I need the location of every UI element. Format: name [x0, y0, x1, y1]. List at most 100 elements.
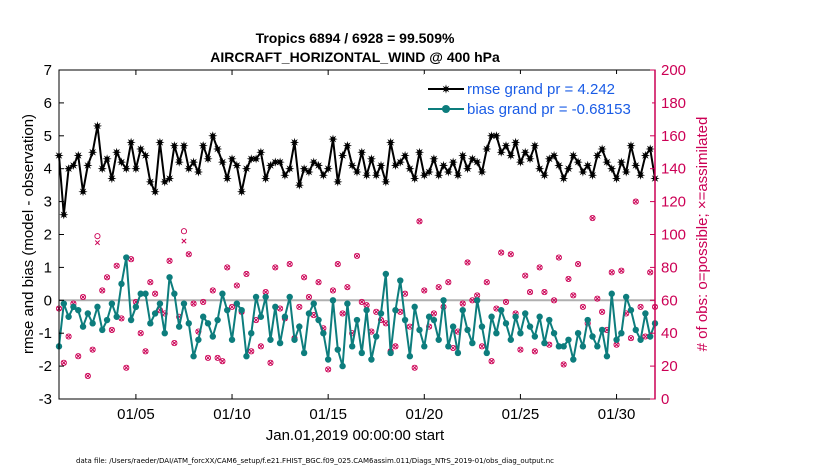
assimilated-obs-point [561, 361, 567, 368]
assimilated-mark-stroke [210, 287, 216, 293]
x-tick-label: 01/20 [406, 406, 444, 423]
bias-point [454, 349, 462, 357]
assimilated-obs-point [61, 360, 67, 366]
assimilated-obs-point [248, 348, 254, 354]
assimilated-mark-stroke [123, 365, 129, 371]
assimilated-obs-point [628, 335, 634, 341]
assimilated-obs-point [66, 333, 72, 340]
rmse-point [198, 141, 208, 151]
assimilated-mark-stroke [383, 320, 389, 326]
assimilated-mark-stroke [628, 335, 634, 341]
assimilated-obs-point [344, 284, 350, 290]
bias-point [151, 310, 159, 317]
bias-point [233, 300, 241, 307]
bias-point [209, 333, 217, 340]
rmse-point [621, 167, 631, 177]
possible-obs-point [214, 354, 221, 361]
assimilated-obs-point [258, 343, 264, 349]
possible-obs-point [224, 264, 231, 271]
assimilated-obs-point [364, 302, 370, 308]
possible-obs-point [421, 287, 428, 294]
assimilated-mark-stroke [416, 218, 423, 224]
rmse-point [395, 157, 405, 167]
assimilated-mark-stroke [407, 324, 413, 330]
assimilated-obs-point [556, 254, 562, 261]
assimilated-mark-stroke [436, 284, 442, 290]
x-tick-label: 01/15 [309, 406, 347, 423]
possible-obs-point [108, 326, 115, 333]
x-axis-label: Jan.01,2019 00:00:00 start [266, 427, 445, 444]
assimilated-obs-point [301, 274, 307, 280]
rmse-point [338, 150, 348, 161]
rmse-point [573, 157, 583, 167]
possible-obs-point [180, 228, 188, 235]
assimilated-mark-stroke [258, 343, 264, 349]
rmse-point [592, 150, 602, 161]
assimilated-mark-stroke [638, 304, 644, 310]
rmse-point [539, 170, 550, 180]
assimilated-mark-stroke [99, 287, 105, 293]
assimilated-mark-stroke [503, 299, 509, 305]
possible-obs-point [204, 354, 212, 361]
rmse-point [275, 157, 285, 167]
rmse-point [568, 150, 578, 161]
bias-point [603, 353, 611, 360]
y-tick-label-right: 40 [661, 325, 678, 342]
bias-point [536, 313, 543, 320]
rmse-point [453, 170, 463, 180]
assimilated-mark-stroke [537, 264, 543, 270]
x-tick-label: 01/30 [598, 406, 636, 423]
assimilated-obs-point [508, 251, 514, 257]
possible-obs-point [94, 233, 101, 240]
y-tick-label-right: 80 [661, 259, 678, 276]
assimilated-obs-point [599, 309, 605, 315]
legend-rmse-star [441, 84, 451, 94]
rmse-point [583, 160, 593, 170]
legend-box [424, 74, 652, 120]
assimilated-mark-stroke [368, 329, 374, 335]
assimilated-obs-point [142, 348, 149, 354]
bias-point [132, 303, 140, 311]
rmse-point [294, 180, 304, 190]
assimilated-mark-stroke [489, 358, 495, 364]
possible-obs-point [137, 330, 144, 337]
bias-point [166, 274, 173, 281]
possible-obs-point [171, 340, 178, 347]
rmse-point [491, 131, 501, 141]
bias-point [243, 353, 250, 360]
y-axis-right-label: # of obs: o=possible; ×=assimilated [694, 117, 711, 352]
x-axis: 01/05 01/10 01/15 01/20 01/25 01/30 [117, 70, 635, 423]
assimilated-mark-stroke [618, 268, 624, 274]
possible-obs-point [248, 348, 255, 355]
assimilated-mark-stroke [152, 291, 158, 297]
bias-point [397, 277, 404, 284]
possible-obs-point [200, 298, 207, 305]
assimilated-mark-stroke [253, 317, 259, 323]
possible-obs-point [570, 292, 577, 299]
rmse-point [261, 174, 271, 184]
assimilated-mark-stroke [335, 261, 341, 267]
bias-point [546, 316, 553, 324]
assimilated-mark-stroke [325, 366, 331, 372]
bias-point [627, 306, 635, 314]
rmse-point [535, 164, 545, 174]
assimilated-obs-point [412, 365, 418, 371]
bias-point [440, 297, 447, 304]
possible-obs-point [459, 300, 466, 307]
rmse-point [208, 131, 218, 141]
assimilated-mark-stroke [272, 264, 278, 270]
assimilated-obs-point [272, 264, 278, 270]
rmse-point [241, 164, 252, 174]
rmse-point [78, 187, 88, 197]
assimilated-obs-point [181, 238, 187, 244]
assimilated-obs-point [474, 292, 480, 298]
rmse-point [438, 160, 449, 170]
assimilated-mark-stroke [532, 348, 538, 354]
bias-point [113, 313, 120, 320]
bias-point [137, 290, 144, 297]
assimilated-mark-stroke [186, 251, 192, 257]
assimilated-obs-point [484, 279, 490, 285]
bias-point [483, 349, 490, 357]
bias-point [185, 320, 192, 327]
